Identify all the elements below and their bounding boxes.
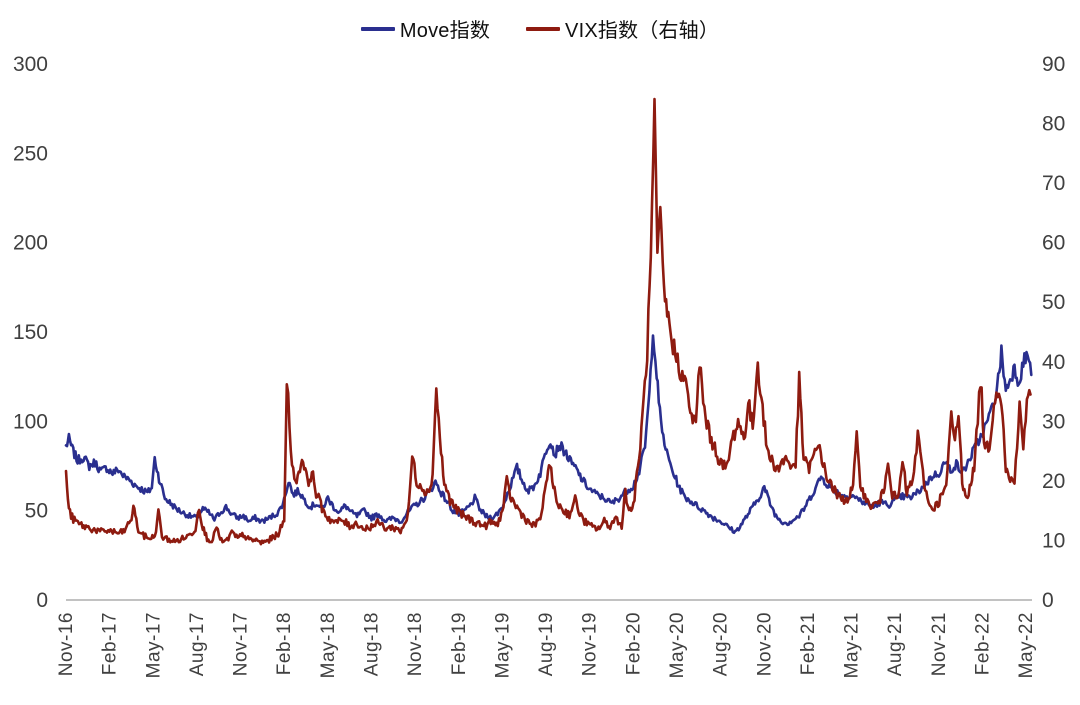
x-axis-tick-label: Feb-22 bbox=[973, 612, 994, 675]
right-axis-tick-label: 80 bbox=[1042, 113, 1065, 136]
right-axis-tick-label: 70 bbox=[1042, 172, 1065, 195]
right-axis-tick-label: 50 bbox=[1042, 291, 1065, 314]
chart-legend: Move指数 VIX指数（右轴） bbox=[0, 14, 1080, 43]
legend-item-vix: VIX指数（右轴） bbox=[526, 14, 719, 43]
x-axis-tick-label: Nov-18 bbox=[405, 612, 426, 676]
x-axis-tick-label: May-17 bbox=[143, 612, 164, 678]
x-axis-tick-label: Feb-17 bbox=[100, 612, 121, 675]
left-axis-tick-label: 100 bbox=[13, 410, 48, 433]
left-axis-tick-label: 50 bbox=[25, 500, 48, 523]
x-axis-tick-label: May-21 bbox=[842, 612, 863, 678]
x-axis-tick-label: May-20 bbox=[667, 612, 688, 678]
x-axis-tick-label: Nov-19 bbox=[580, 612, 601, 676]
right-axis-tick-label: 40 bbox=[1042, 351, 1065, 374]
x-axis-tick-label: May-19 bbox=[492, 612, 513, 678]
left-axis-tick-label: 150 bbox=[13, 321, 48, 344]
move-line-swatch bbox=[360, 26, 395, 31]
x-axis-tick-label: May-22 bbox=[1016, 612, 1037, 678]
x-axis-tick-label: Nov-20 bbox=[754, 612, 775, 676]
right-axis-tick-label: 30 bbox=[1042, 410, 1065, 433]
x-axis-tick-label: Nov-16 bbox=[56, 612, 77, 676]
x-axis-tick-label: Nov-21 bbox=[929, 612, 950, 676]
left-axis-tick-label: 250 bbox=[13, 142, 48, 165]
x-axis-tick-label: Aug-19 bbox=[536, 612, 557, 676]
x-axis-tick-label: May-18 bbox=[318, 612, 339, 678]
x-axis-tick-label: Aug-20 bbox=[711, 612, 732, 676]
right-axis-tick-label: 10 bbox=[1042, 529, 1065, 552]
left-axis-tick-label: 300 bbox=[13, 53, 48, 76]
x-axis-tick-label: Aug-21 bbox=[885, 612, 906, 676]
left-axis-tick-label: 0 bbox=[36, 589, 48, 612]
x-axis-tick-label: Feb-20 bbox=[623, 612, 644, 675]
right-axis-tick-label: 90 bbox=[1042, 53, 1065, 76]
right-axis-tick-label: 20 bbox=[1042, 470, 1065, 493]
x-axis-tick-label: Feb-19 bbox=[449, 612, 470, 675]
legend-label-vix: VIX指数（右轴） bbox=[565, 20, 720, 42]
x-axis-tick-label: Aug-18 bbox=[362, 612, 383, 676]
x-axis-tick-label: Aug-17 bbox=[187, 612, 208, 676]
x-axis-tick-label: Feb-21 bbox=[798, 612, 819, 675]
vix-line-swatch bbox=[526, 26, 561, 31]
series-line-vix bbox=[64, 97, 1032, 546]
right-axis-tick-label: 0 bbox=[1042, 589, 1054, 612]
x-axis-tick-label: Nov-17 bbox=[231, 612, 252, 676]
right-axis-tick-label: 60 bbox=[1042, 232, 1065, 255]
series-line-move bbox=[64, 334, 1033, 535]
legend-item-move: Move指数 bbox=[360, 14, 491, 43]
left-axis-tick-label: 200 bbox=[13, 232, 48, 255]
x-axis-tick-label: Feb-18 bbox=[274, 612, 295, 675]
legend-label-move: Move指数 bbox=[399, 20, 491, 42]
